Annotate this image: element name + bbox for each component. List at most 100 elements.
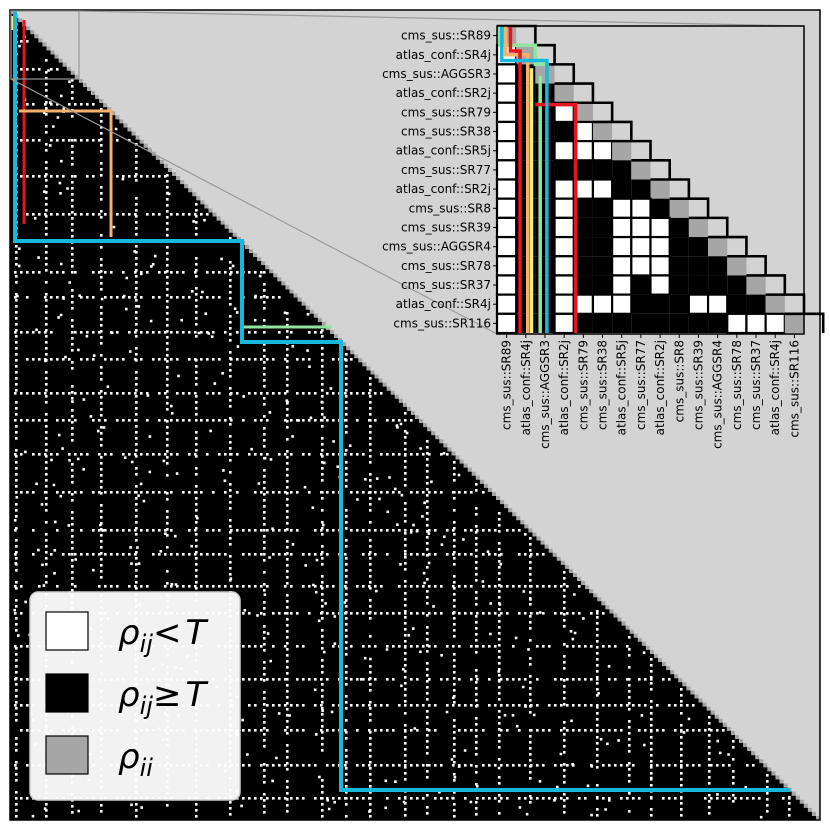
inset-x-tick-label: cms_sus::SR39 [691, 340, 705, 430]
inset-cell-above [573, 313, 593, 333]
inset-cell-below [611, 274, 633, 296]
inset-cell-below [649, 216, 671, 239]
inset-cell-above [535, 237, 555, 257]
legend-label-diagonal: ρii [118, 737, 153, 782]
inset-cell-above [535, 121, 555, 142]
inset-diagonal-outline [592, 120, 633, 142]
inset-path-cyan [500, 26, 549, 333]
inset-cell-above [554, 121, 574, 142]
inset-cell-below [553, 197, 575, 219]
inset-cell-above [535, 256, 555, 276]
inset-y-tick-label: cms_sus::SR79 [401, 105, 491, 119]
inset-cell-above [535, 83, 555, 103]
inset-path-red [535, 102, 578, 333]
inset-cell-above [592, 198, 613, 218]
inset-cell-below [495, 197, 518, 219]
inset-cell-below [611, 216, 633, 239]
inset-x-tick-label: atlas_conf::SR2j [653, 340, 667, 435]
legend-label-below: ρij< T [118, 613, 208, 658]
inset-cell-above [669, 256, 689, 276]
inset-diagonal-outline [784, 312, 825, 333]
inset-cell-below [553, 255, 575, 277]
inset-cell-above [592, 275, 613, 295]
inset-cell-below [495, 178, 518, 200]
inset-diagonal-outline [612, 139, 652, 161]
inset-cell-below [495, 120, 518, 143]
inset-cell-below [591, 293, 614, 315]
inset-cell-below [553, 274, 575, 296]
inset-x-tick-label: atlas_conf::SR5j [615, 340, 629, 435]
inset-cell-below [495, 159, 518, 181]
inset-cell-above [669, 313, 689, 333]
inset-diagonal-outline [688, 216, 729, 238]
inset-cell-above [612, 313, 632, 333]
inset-cell-above [669, 294, 689, 314]
inset-cell-below [726, 312, 748, 335]
inset-cell-above [573, 237, 593, 257]
inset-cell-above [612, 179, 632, 199]
inset-cell-above [688, 256, 709, 276]
inset-cell-above [631, 294, 651, 314]
inset-diagonal-outline [554, 82, 595, 103]
inset-cell-above [573, 198, 593, 218]
zoom-line-bottom [10, 78, 498, 335]
zoom-region-box [10, 10, 80, 80]
inset-cell-below [630, 255, 652, 277]
inset-cell-above [727, 294, 747, 314]
inset-cell-above [535, 294, 555, 314]
inset-cell-below [630, 235, 652, 258]
inset-cell-above [650, 294, 670, 314]
inset-cell-diagonal [746, 275, 766, 295]
inset-cell-below [553, 293, 575, 315]
inset-cell-below [495, 82, 518, 104]
inset-cell-below [553, 312, 575, 335]
inset-cell-below [495, 293, 518, 315]
inset-diagonal-outline [727, 254, 767, 276]
inset-cell-below [495, 255, 518, 277]
inset-cell-below [611, 293, 633, 315]
inset-y-tick-label: cms_sus::SR37 [401, 278, 491, 292]
inset-frame [496, 25, 805, 335]
inset-cell-above [535, 179, 555, 199]
inset-x-tick-label: cms_sus::SR116 [787, 340, 801, 438]
inset-x-tick-label: atlas_conf::SR4j [768, 340, 782, 435]
inset-cell-above [650, 198, 670, 218]
inset-cell-diagonal [669, 198, 689, 218]
inset-cell-above [688, 313, 709, 333]
inset-y-tick-label: cms_sus::AGGSR3 [382, 67, 491, 81]
legend-swatch-below [45, 611, 89, 651]
inset-cell-above [688, 275, 709, 295]
legend: ρij< T ρij≥ T ρii [29, 591, 241, 801]
inset-cell-below [687, 293, 710, 315]
inset-cell-diagonal [765, 294, 785, 314]
inset-cell-diagonal [554, 83, 574, 103]
inset-y-tick-label: cms_sus::SR116 [393, 316, 491, 330]
inset-cell-below [495, 274, 518, 296]
inset-cell-above [727, 275, 747, 295]
inset-cell-below [591, 140, 614, 162]
inset-cell-above [708, 275, 728, 295]
inset-y-tick-label: atlas_conf::SR5j [396, 144, 491, 158]
inset-cell-above [631, 313, 651, 333]
inset-cell-above [592, 160, 613, 180]
inset-cell-above [573, 256, 593, 276]
inset-x-tick-label: atlas_conf::SR4j [519, 340, 533, 435]
inset-x-tick-label: cms_sus::AGGSR3 [538, 340, 552, 449]
inset-path-orange [503, 26, 530, 333]
inset-cell-above [669, 237, 689, 257]
inset-y-tick-label: cms_sus::SR38 [401, 125, 491, 139]
legend-swatch-above [45, 673, 89, 713]
inset-cell-above [535, 313, 555, 333]
inset-cell-below [611, 235, 633, 258]
inset-y-tick-label: atlas_conf::SR2j [396, 182, 491, 196]
inset-cell-above [573, 160, 593, 180]
inset-cell-above [554, 160, 574, 180]
inset-y-tick-label: cms_sus::SR77 [401, 163, 491, 177]
inset-cell-diagonal [688, 217, 709, 238]
inset-diagonal-outline [650, 178, 691, 199]
inset-cell-above [708, 313, 728, 333]
inset-cell-diagonal [727, 256, 747, 276]
inset-cell-diagonal [592, 121, 613, 142]
inset-cell-above [535, 275, 555, 295]
